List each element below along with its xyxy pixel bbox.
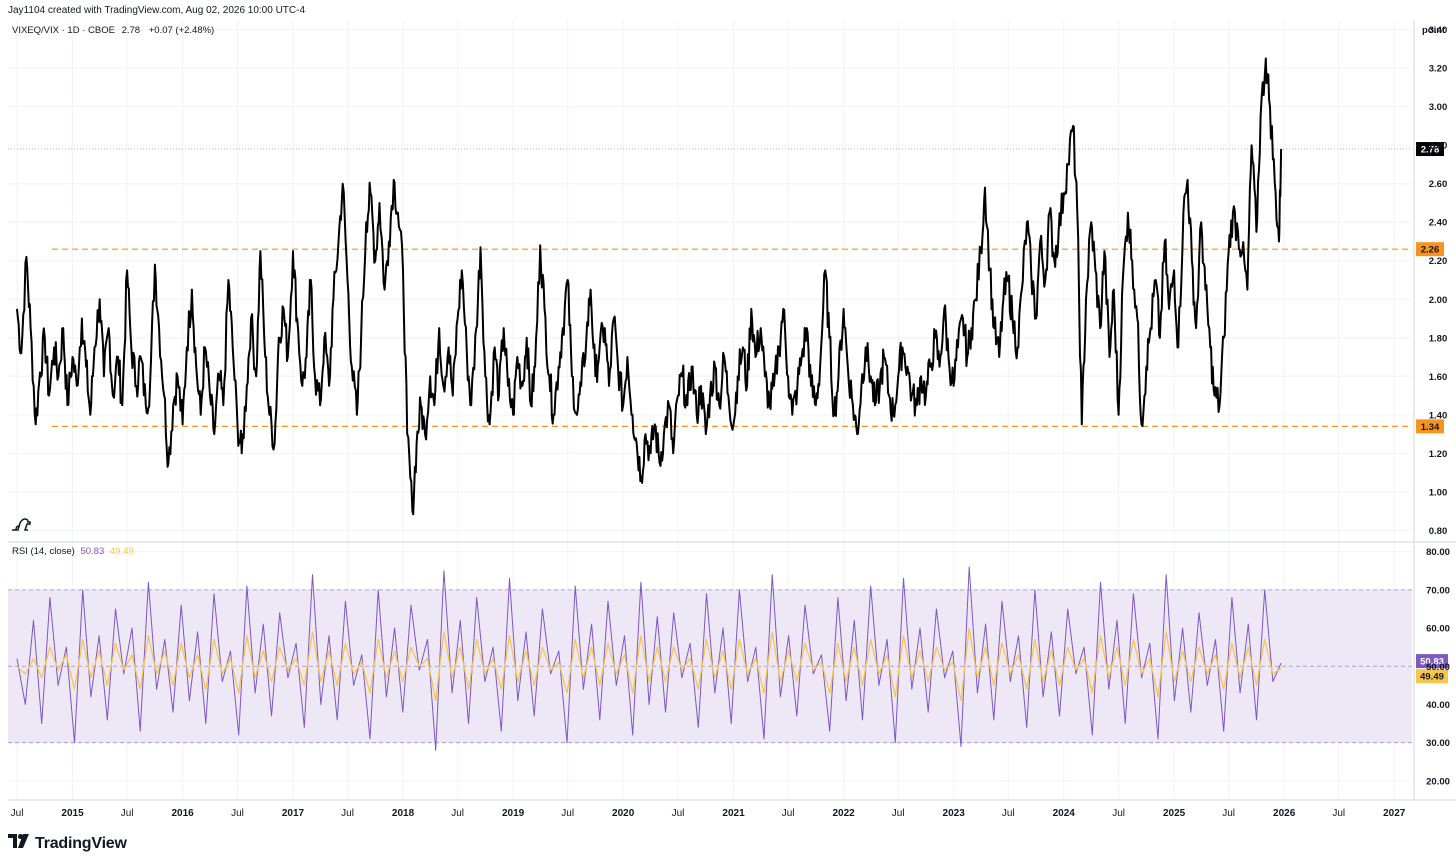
x-tick-label: 2024 [1053, 808, 1076, 819]
y-tick-label: 1.40 [1429, 410, 1448, 421]
x-tick-label: 2021 [722, 808, 745, 819]
x-tick-label: Jul [121, 808, 134, 819]
price-series [16, 57, 1283, 516]
rsi-y-tick-label: 30.00 [1426, 738, 1450, 749]
price-axis-unit: point [1422, 25, 1446, 36]
last-value: 2.78 [121, 25, 141, 36]
y-tick-label: 2.40 [1429, 218, 1448, 229]
x-tick-label: Jul [231, 808, 244, 819]
rsi-y-tick-label: 70.00 [1426, 585, 1450, 596]
x-tick-label: Jul [561, 808, 574, 819]
level-label: 2.26 [1421, 245, 1440, 256]
y-tick-label: 1.80 [1429, 333, 1448, 344]
rsi-y-tick-label: 50.00 [1426, 662, 1450, 673]
x-tick-label: Jul [1112, 808, 1125, 819]
y-tick-label: 2.80 [1429, 141, 1448, 152]
y-tick-label: 2.60 [1429, 179, 1448, 190]
x-tick-label: 2027 [1383, 808, 1406, 819]
rsi-value-label: 49.49 [1420, 672, 1444, 683]
y-tick-label: 1.20 [1429, 449, 1448, 460]
y-tick-label: 3.20 [1429, 64, 1448, 75]
x-tick-label: Jul [782, 808, 795, 819]
x-tick-label: 2022 [832, 808, 855, 819]
rsi-y-tick-label: 60.00 [1426, 624, 1450, 635]
y-tick-label: 2.00 [1429, 295, 1448, 306]
x-tick-label: 2025 [1163, 808, 1186, 819]
last-price-badge [1416, 142, 1444, 157]
rsi-label: RSI (14, close) [12, 546, 75, 557]
rsi-band [8, 589, 1412, 744]
rsi-value-badge [1416, 654, 1448, 669]
main-legend: VIXEQ/VIX · 1D · CBOE 2.78 +0.07 (+2.48%… [12, 25, 218, 36]
price-line [16, 57, 1283, 516]
y-tick-label: 1.60 [1429, 372, 1448, 383]
rsi-ma-line [16, 627, 1282, 702]
x-tick-label: 2023 [943, 808, 966, 819]
rsi-ma-value: 49.49 [109, 546, 134, 557]
last-price-label: 2.78 [1421, 145, 1440, 156]
x-tick-label: Jul [672, 808, 685, 819]
rsi-line [16, 566, 1282, 751]
level-label: 1.34 [1421, 422, 1440, 433]
brand: TradingView [8, 834, 127, 853]
x-tick-label: 2017 [282, 808, 305, 819]
x-tick-label: 2016 [171, 808, 194, 819]
level-lines: 2.26 1.34 2.78 [8, 142, 1444, 434]
x-tick-label: 2018 [392, 808, 415, 819]
axis-labels: Jul 2015 Jul 2016 Jul 2017 Jul 2018 Jul 2019 Jul 20… [11, 25, 1450, 819]
x-tick-label: Jul [1222, 808, 1235, 819]
y-tick-label: 2.20 [1429, 256, 1448, 267]
x-tick-label: Jul [11, 808, 24, 819]
rsi-value-badge [1416, 669, 1448, 684]
y-tick-label: 1.00 [1429, 487, 1448, 498]
x-tick-label: 2015 [61, 808, 84, 819]
rsi-series: 50.83 49.49 [16, 566, 1448, 751]
rsi-y-tick-label: 20.00 [1426, 776, 1450, 787]
y-tick-label: 3.00 [1429, 102, 1448, 113]
x-tick-label: 2026 [1273, 808, 1296, 819]
x-tick-label: 2020 [612, 808, 635, 819]
attribution-text: Jay1104 created with TradingView.com, Au… [8, 5, 306, 16]
x-tick-label: 2019 [502, 808, 525, 819]
x-tick-label: Jul [341, 808, 354, 819]
rsi-value: 50.83 [80, 546, 105, 557]
rsi-y-tick-label: 80.00 [1426, 547, 1450, 558]
symbol-label: VIXEQ/VIX · 1D · CBOE [12, 25, 115, 36]
x-tick-label: Jul [451, 808, 464, 819]
change-value: +0.07 (+2.48%) [148, 25, 215, 36]
axes [8, 20, 1456, 801]
dino-icon[interactable] [10, 515, 32, 538]
rsi-y-tick-label: 40.00 [1426, 700, 1450, 711]
rsi-value-label: 50.83 [1420, 657, 1444, 668]
rsi-legend: RSI (14, close) 50.83 49.49 [12, 546, 134, 557]
level-badge [1416, 419, 1444, 434]
x-tick-label: Jul [1332, 808, 1345, 819]
brand-name: TradingView [35, 834, 127, 852]
y-tick-label: 3.40 [1429, 25, 1448, 36]
tradingview-logo-icon [8, 834, 30, 853]
y-tick-label: 0.80 [1429, 526, 1448, 537]
level-badge [1416, 242, 1444, 257]
x-tick-label: Jul [1002, 808, 1015, 819]
x-tick-label: Jul [892, 808, 905, 819]
